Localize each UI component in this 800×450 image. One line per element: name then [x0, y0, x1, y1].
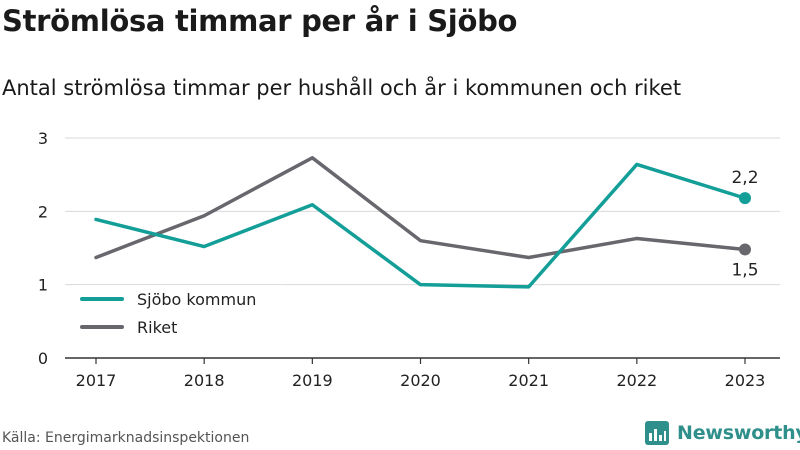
legend-label: Riket	[137, 318, 177, 337]
x-tick-label: 2023	[725, 371, 766, 390]
chart-title: Strömlösa timmar per år i Sjöbo	[2, 4, 518, 38]
y-tick-label: 1	[38, 276, 48, 295]
x-tick-label: 2017	[76, 371, 117, 390]
x-tick-label: 2021	[508, 371, 549, 390]
x-tick-label: 2020	[400, 371, 441, 390]
end-value-label-sjobo: 2,2	[731, 168, 758, 188]
end-value-label-riket: 1,5	[731, 260, 758, 280]
x-tick-label: 2022	[616, 371, 657, 390]
series-line-sjobo	[94, 162, 747, 289]
y-tick-label: 2	[38, 202, 48, 221]
chart-subtitle: Antal strömlösa timmar per hushåll och å…	[2, 76, 682, 100]
end-point-marker	[739, 243, 751, 256]
end-point-marker	[739, 192, 751, 205]
series-line-riket	[94, 156, 747, 260]
y-tick-label: 0	[38, 349, 48, 368]
legend-label: Sjöbo kommun	[137, 290, 256, 309]
brand-logo: Newsworthy	[645, 421, 800, 445]
y-tick-label: 3	[38, 129, 48, 148]
x-tick-label: 2019	[292, 371, 333, 390]
x-tick-label: 2018	[184, 371, 225, 390]
brand-name: Newsworthy	[677, 422, 800, 444]
line-chart: 0 1 2 3 2017 2018 2019 2020 2021 2022 2023 2,2 1,5 Sj…	[38, 129, 780, 390]
source-note: Källa: Energimarknadsinspektionen	[2, 430, 250, 446]
bar-chart-logo-icon	[645, 421, 669, 445]
